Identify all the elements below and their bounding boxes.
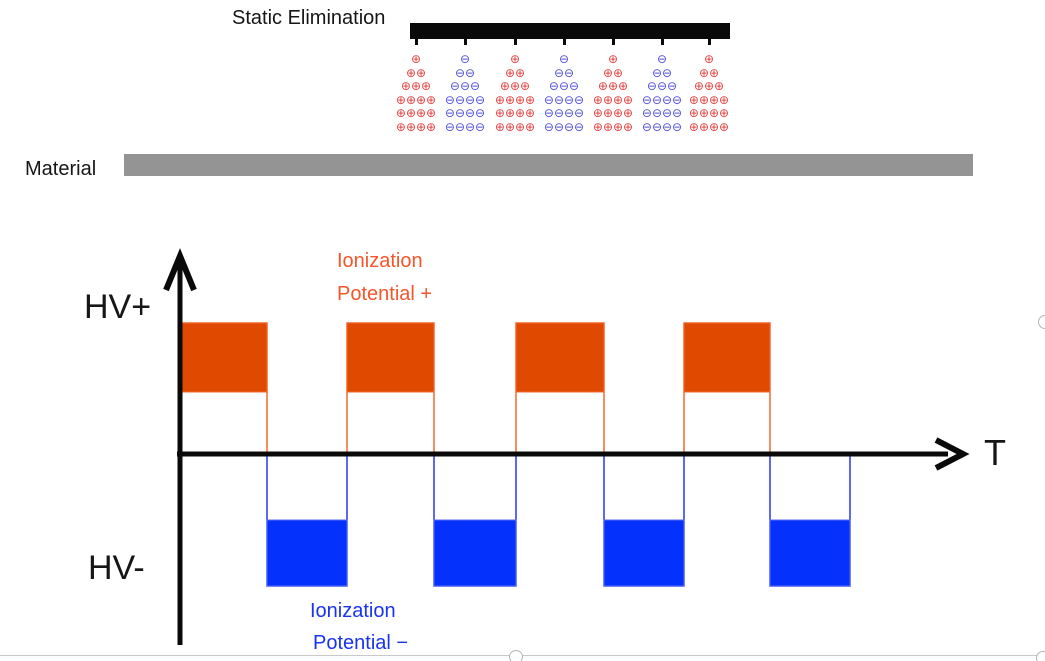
ion-row: ⊖⊖⊖⊖ (641, 119, 683, 134)
emitter-pin (464, 39, 467, 45)
ion-row: ⊕⊕⊕⊕ (395, 106, 437, 120)
ion-cluster-positive: ⊕ ⊕⊕ ⊕⊕⊕ ⊕⊕⊕⊕ ⊕⊕⊕⊕ ⊕⊕⊕⊕ (677, 52, 741, 134)
ion-row: ⊕⊕⊕⊕ (494, 106, 536, 120)
ion-row: ⊖⊖⊖⊖ (444, 119, 486, 134)
ion-row: ⊖⊖⊖⊖ (641, 92, 683, 107)
hv-plus-axis-label: HV+ (84, 288, 152, 326)
ion-cluster-positive: ⊕ ⊕⊕ ⊕⊕⊕ ⊕⊕⊕⊕ ⊕⊕⊕⊕ ⊕⊕⊕⊕ (483, 52, 547, 134)
emitter-pin (661, 39, 664, 45)
ion-row: ⊕ (509, 52, 521, 66)
emitter-pin (514, 39, 517, 45)
ionizer-bar (410, 23, 730, 39)
resize-handle[interactable] (509, 650, 523, 661)
ion-row: ⊖⊖⊖⊖ (444, 92, 486, 107)
ion-row: ⊕⊕⊕⊕ (494, 119, 536, 134)
pulse-negative-fill (603, 519, 685, 587)
ion-cluster-positive: ⊕ ⊕⊕ ⊕⊕⊕ ⊕⊕⊕⊕ ⊕⊕⊕⊕ ⊕⊕⊕⊕ (581, 52, 645, 134)
ion-row: ⊖⊖⊖⊖ (444, 106, 486, 120)
ion-row: ⊖⊖⊖ (548, 79, 580, 93)
pulse-negative-fill (266, 519, 348, 587)
ion-row: ⊕⊕⊕⊕ (592, 92, 634, 107)
emitter-pin (708, 39, 711, 45)
ion-cluster-negative: ⊖ ⊖⊖ ⊖⊖⊖ ⊖⊖⊖⊖ ⊖⊖⊖⊖ ⊖⊖⊖⊖ (433, 52, 497, 134)
ion-row: ⊕⊕⊕⊕ (592, 106, 634, 120)
ionization-potential-plus-label: Ionization Potential + (337, 245, 432, 311)
ion-row: ⊖⊖⊖ (646, 79, 678, 93)
resize-handle[interactable] (1036, 651, 1045, 661)
ion-row: ⊕⊕ (698, 65, 720, 80)
material-bar (124, 154, 973, 176)
ion-row: ⊕⊕ (405, 65, 427, 80)
static-elimination-label: Static Elimination (232, 7, 386, 29)
ion-cluster-negative: ⊖ ⊖⊖ ⊖⊖⊖ ⊖⊖⊖⊖ ⊖⊖⊖⊖ ⊖⊖⊖⊖ (532, 52, 596, 134)
time-axis-label: T (984, 432, 1006, 473)
ion-row: ⊕⊕⊕ (400, 79, 432, 93)
pulse-positive-fill (346, 322, 435, 393)
ionization-minus-line1: Ionization (310, 600, 396, 622)
ion-row: ⊕⊕⊕⊕ (688, 106, 730, 120)
ion-row: ⊖⊖⊖⊖ (543, 106, 585, 120)
ion-row: ⊖ (558, 52, 570, 66)
ion-row: ⊖⊖ (553, 65, 575, 80)
ion-row: ⊕ (410, 52, 422, 66)
ion-row: ⊖⊖ (454, 65, 476, 80)
ion-row: ⊖⊖⊖⊖ (543, 119, 585, 134)
ion-row: ⊕⊕⊕⊕ (494, 92, 536, 107)
ion-row: ⊕⊕⊕⊕ (395, 92, 437, 107)
resize-handle[interactable] (1038, 315, 1045, 329)
pulse-positive-fill (179, 322, 268, 393)
ionization-minus-line2: Potential − (313, 632, 409, 654)
ionization-potential-minus-label: Ionization Potential − (310, 595, 408, 659)
ion-cluster-negative: ⊖ ⊖⊖ ⊖⊖⊖ ⊖⊖⊖⊖ ⊖⊖⊖⊖ ⊖⊖⊖⊖ (630, 52, 694, 134)
ion-row: ⊖⊖⊖ (449, 79, 481, 93)
ion-cluster-positive: ⊕ ⊕⊕ ⊕⊕⊕ ⊕⊕⊕⊕ ⊕⊕⊕⊕ ⊕⊕⊕⊕ (384, 52, 448, 134)
material-label: Material (25, 158, 97, 180)
pulse-positive-fill (683, 322, 771, 393)
ion-row: ⊖ (459, 52, 471, 66)
emitter-pin (415, 39, 418, 45)
pulse-negative-fill (769, 519, 851, 587)
ion-row: ⊕⊕⊕⊕ (688, 119, 730, 134)
ion-row: ⊕⊕⊕ (499, 79, 531, 93)
ion-row: ⊕⊕⊕⊕ (395, 119, 437, 134)
emitter-pin (563, 39, 566, 45)
ion-row: ⊖⊖⊖⊖ (543, 92, 585, 107)
ion-row: ⊕⊕⊕ (597, 79, 629, 93)
ion-row: ⊕ (607, 52, 619, 66)
ion-row: ⊖⊖ (651, 65, 673, 80)
ion-row: ⊕⊕⊕⊕ (592, 119, 634, 134)
ion-row: ⊕ (703, 52, 715, 66)
ion-row: ⊕⊕⊕⊕ (688, 92, 730, 107)
pulse-positive-fill (515, 322, 605, 393)
hv-minus-axis-label: HV- (88, 549, 145, 587)
ion-row: ⊕⊕⊕ (693, 79, 725, 93)
ion-row: ⊖ (656, 52, 668, 66)
ion-row: ⊕⊕ (602, 65, 624, 80)
time-axis-arrowhead (934, 437, 970, 471)
ion-row: ⊕⊕ (504, 65, 526, 80)
ionization-plus-line2: Potential + (337, 283, 433, 305)
ion-row: ⊖⊖⊖⊖ (641, 106, 683, 120)
ionization-plus-line1: Ionization (337, 250, 423, 272)
pulse-negative-fill (433, 519, 517, 587)
hv-axis-arrowhead (163, 248, 197, 292)
emitter-pin (612, 39, 615, 45)
